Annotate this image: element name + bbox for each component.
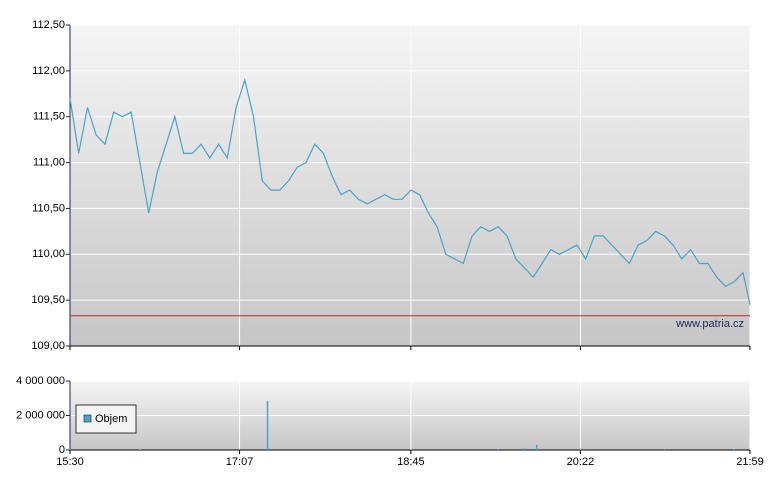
y-tick-label: 0	[59, 444, 65, 456]
y-tick-label: 112,00	[32, 65, 65, 77]
x-tick-label: 17:07	[226, 456, 254, 468]
x-tick-label: 15:30	[56, 456, 84, 468]
x-tick-label: 21:59	[736, 456, 764, 468]
plot-background	[70, 25, 750, 346]
y-tick-label: 109,00	[31, 340, 65, 352]
y-tick-label: 111,50	[33, 111, 65, 123]
x-tick-label: 18:45	[397, 456, 425, 468]
y-tick-label: 112,50	[32, 19, 65, 31]
y-tick-label: 110,00	[32, 248, 65, 260]
legend-label: Objem	[95, 413, 127, 425]
y-tick-label: 111,00	[33, 156, 65, 168]
x-tick-label: 20:22	[567, 456, 595, 468]
y-tick-label: 109,50	[31, 294, 65, 306]
legend-swatch	[83, 414, 92, 423]
y-tick-label: 4 000 000	[16, 375, 65, 387]
y-tick-label: 110,50	[32, 202, 65, 214]
watermark: www.patria.cz	[675, 318, 744, 330]
price-line	[69, 77, 751, 305]
y-tick-label: 2 000 000	[16, 409, 65, 421]
